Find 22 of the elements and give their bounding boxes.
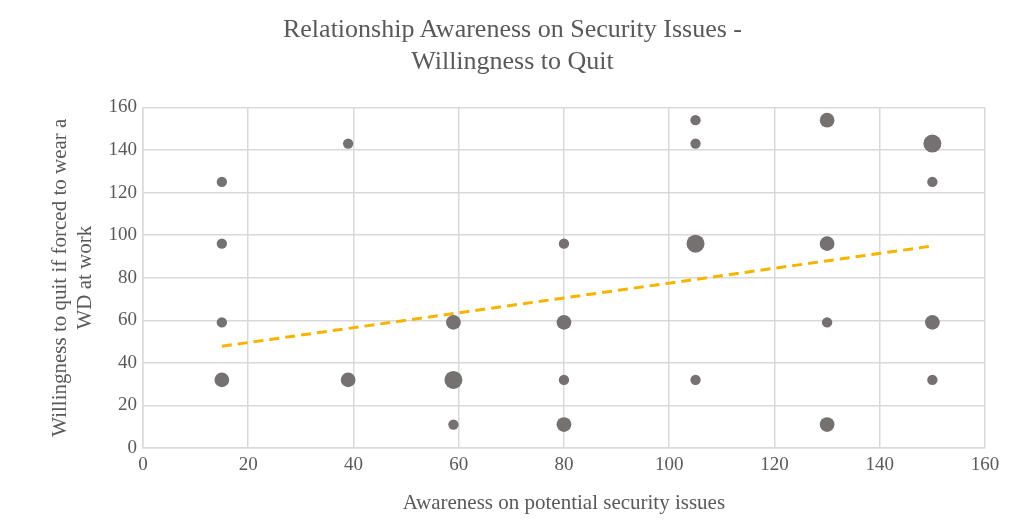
x-tick-label: 100 [654,453,684,475]
text: Relationship Awareness on Security Issues - [282,14,743,44]
x-tick-label: 160 [970,453,1000,475]
text: Willingness to quit if forced to wear a [47,118,72,437]
y-tick-label: 160 [108,95,137,117]
y-tick-label: 140 [108,137,137,159]
y-tick-label: 100 [108,223,137,245]
x-axis-title: Awareness on potential security issues [402,489,726,514]
y-tick-label: 40 [117,350,137,372]
y-tick-label: 60 [117,308,137,330]
x-tick-label: 60 [449,453,469,475]
y-tick-label: 0 [127,435,137,457]
x-tick-label: 80 [554,453,574,475]
x-tick-label: 140 [865,453,894,475]
x-tick-label: 40 [343,453,363,475]
x-tick-label: 120 [760,453,789,475]
x-tick-label: 20 [238,453,258,475]
y-tick-label: 80 [117,265,137,287]
y-tick-label: 120 [108,180,137,202]
text: WD at work [72,225,97,330]
text: Willingness to Quit [411,45,614,75]
y-tick-label: 20 [117,393,137,415]
